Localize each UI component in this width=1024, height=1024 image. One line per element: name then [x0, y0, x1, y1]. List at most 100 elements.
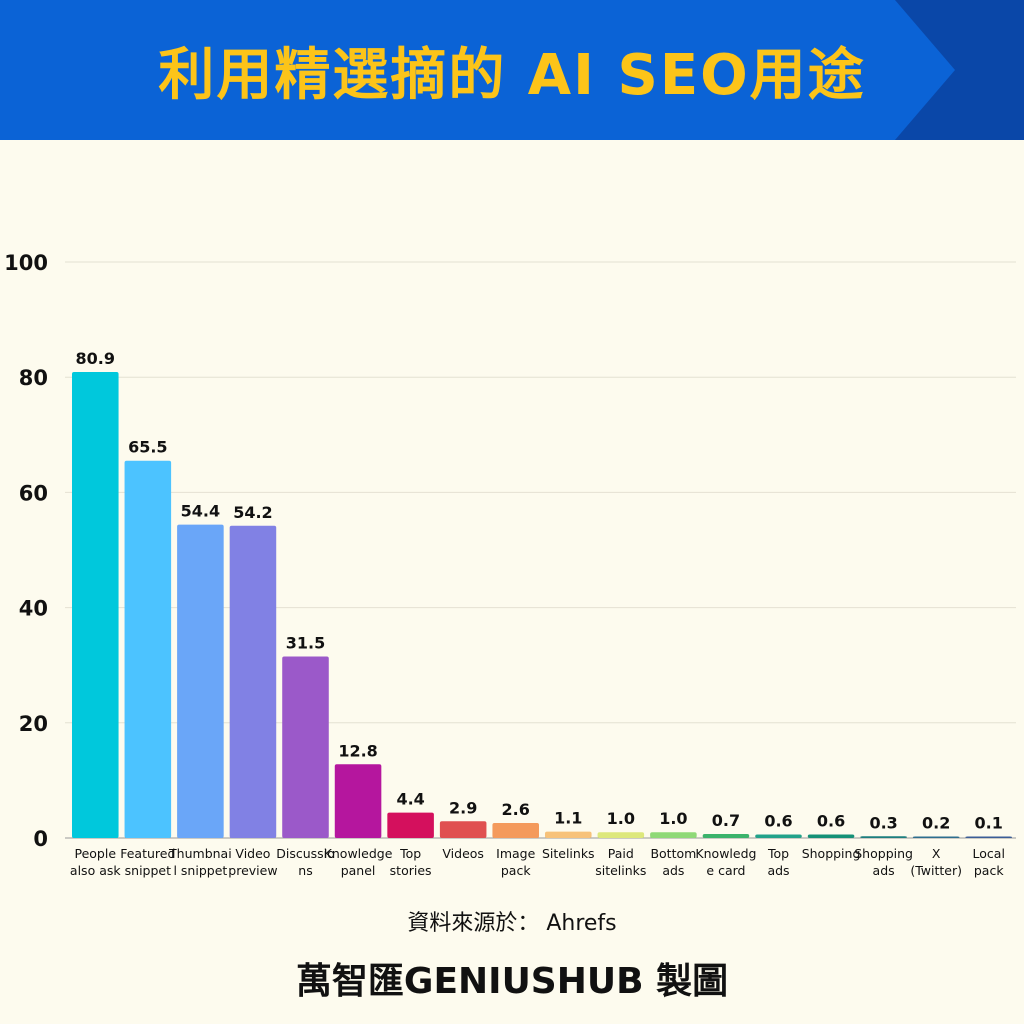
x-tick-label-line: People	[75, 846, 117, 861]
bar	[702, 833, 750, 838]
banner-main-shape	[0, 0, 960, 140]
x-tick-label-line: sitelinks	[595, 863, 646, 878]
bar	[439, 821, 487, 838]
x-tick-label-line: ads	[662, 863, 684, 878]
banner-arrow-shape	[895, 0, 1024, 140]
bar	[387, 812, 434, 838]
bar	[755, 834, 802, 838]
bar	[860, 836, 907, 838]
data-label: 0.7	[712, 811, 740, 830]
x-tick-label: Sitelinks	[542, 846, 595, 861]
bar	[334, 764, 382, 838]
y-tick-label: 60	[19, 481, 48, 505]
bar	[912, 836, 960, 838]
data-label: 0.6	[817, 812, 845, 831]
x-tick-label-line: (Twitter)	[910, 863, 962, 878]
data-label: 0.6	[764, 812, 792, 831]
y-tick-label: 100	[4, 251, 48, 275]
bar	[650, 832, 697, 838]
data-label: 1.1	[554, 809, 582, 828]
x-tick-label-line: pack	[974, 863, 1004, 878]
y-tick-label: 20	[19, 712, 48, 736]
x-tick-label-line: Top	[399, 846, 421, 861]
brand-credit: 萬智匯GENIUSHUB 製圖	[295, 961, 729, 1002]
header-banner: 利用精選摘的 AI SEO用途	[0, 0, 1024, 140]
x-tick-label-line: ns	[298, 863, 312, 878]
x-tick-label: Video preview	[228, 846, 277, 878]
data-label: 80.9	[76, 349, 115, 368]
x-tick-label-line: also ask	[70, 863, 121, 878]
x-tick-label: Videos	[442, 846, 484, 861]
data-label: 12.8	[338, 741, 377, 760]
x-tick-label-line: Paid	[608, 846, 634, 861]
bar	[72, 372, 119, 838]
x-tick-label-line: Shopping	[854, 846, 913, 861]
x-tick-label: Knowledge panel	[324, 846, 393, 878]
x-tick-label-line: Knowledg	[695, 846, 756, 861]
y-tick-label: 0	[33, 827, 48, 851]
data-label: 2.6	[502, 800, 530, 819]
x-tick-label-line: Discussio	[276, 846, 335, 861]
x-tick-label: X (Twitter)	[910, 846, 962, 878]
bar	[282, 656, 329, 838]
x-tick-label: Featured snippet	[120, 846, 175, 878]
data-label: 54.2	[233, 503, 272, 522]
bar	[545, 831, 592, 838]
data-label: 0.1	[975, 814, 1003, 833]
bar	[124, 460, 172, 838]
data-label: 31.5	[286, 634, 325, 653]
x-tick-label: Bottom ads	[650, 846, 696, 878]
x-tick-label-line: l snippet	[173, 863, 227, 878]
data-label: 54.4	[181, 502, 220, 521]
source-note: 資料來源於： Ahrefs	[407, 911, 617, 936]
x-tick-label: Top stories	[390, 846, 432, 878]
data-label: 65.5	[128, 438, 167, 457]
bar	[177, 524, 224, 838]
data-label: 1.0	[659, 809, 687, 828]
data-label: 4.4	[396, 790, 424, 809]
data-label: 2.9	[449, 798, 477, 817]
x-tick-label-line: Videos	[442, 846, 484, 861]
data-label: 0.3	[869, 813, 897, 832]
bar	[229, 525, 277, 838]
x-tick-label-line: ads	[767, 863, 789, 878]
data-label: 0.2	[922, 814, 950, 833]
x-tick-label-line: Thumbnai	[168, 846, 232, 861]
y-tick-label: 80	[19, 366, 48, 390]
x-tick-label-line: Local	[973, 846, 1005, 861]
x-tick-label-line: ads	[873, 863, 895, 878]
x-tick-label: Shopping	[802, 846, 861, 861]
x-tick-label-line: panel	[341, 863, 376, 878]
x-tick-label-line: X	[932, 846, 941, 861]
x-tick-label: Local pack	[973, 846, 1005, 878]
x-tick-label: Knowledg e card	[695, 846, 756, 878]
x-tick-label-line: Bottom	[650, 846, 696, 861]
x-tick-label-line: e card	[706, 863, 745, 878]
x-tick-label: Paid sitelinks	[595, 846, 646, 878]
y-tick-label: 40	[19, 597, 48, 621]
x-tick-label: Top ads	[767, 846, 790, 878]
data-label: 1.0	[607, 809, 635, 828]
x-tick-label-line: pack	[501, 863, 531, 878]
bar	[807, 834, 855, 838]
bar	[492, 823, 539, 838]
x-tick-label-line: stories	[390, 863, 432, 878]
bar	[965, 836, 1012, 838]
x-tick-label: Image pack	[496, 846, 535, 878]
x-tick-label-line: Top	[767, 846, 789, 861]
x-tick-label-line: Image	[496, 846, 535, 861]
x-tick-label-line: Video	[235, 846, 270, 861]
x-tick-label: Thumbnai l snippet	[168, 846, 232, 878]
x-tick-label-line: Sitelinks	[542, 846, 595, 861]
bar-chart: 0 20 40 60 80 100 80.9 People also ask 65.5 Featur…	[4, 251, 1016, 878]
banner-background	[0, 0, 1024, 140]
x-tick-label-line: Shopping	[802, 846, 861, 861]
page-title: 利用精選摘的 AI SEO用途	[158, 43, 866, 108]
x-tick-label: Shopping ads	[854, 846, 913, 878]
x-tick-label-line: snippet	[125, 863, 171, 878]
x-tick-label-line: Knowledge	[324, 846, 393, 861]
x-tick-label-line: Featured	[120, 846, 175, 861]
x-tick-label: Discussio ns	[276, 846, 335, 878]
x-tick-label: People also ask	[70, 846, 121, 878]
bar	[597, 832, 645, 838]
